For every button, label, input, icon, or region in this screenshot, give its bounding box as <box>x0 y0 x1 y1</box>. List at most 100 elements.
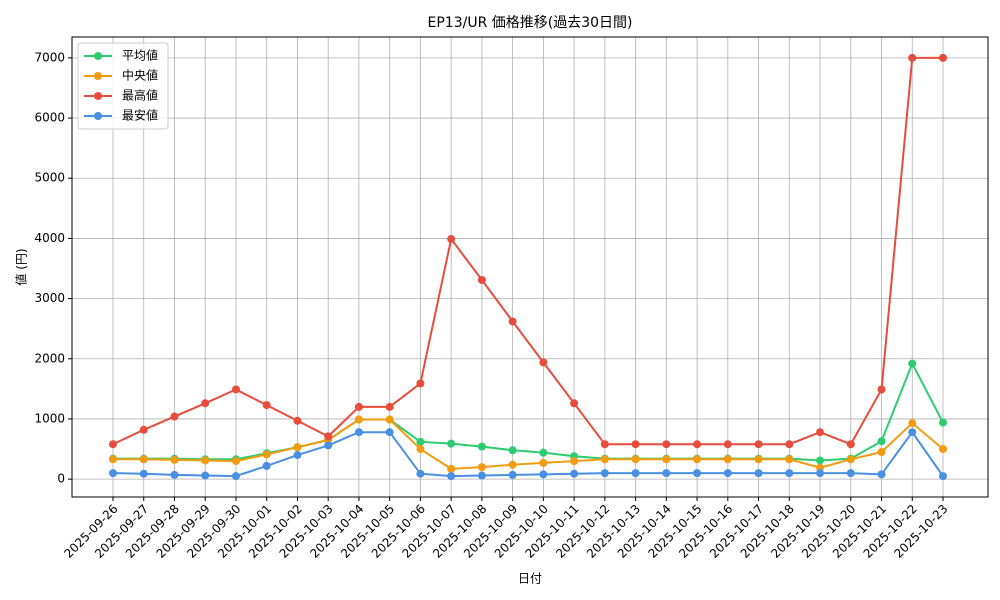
legend-marker <box>94 72 102 80</box>
data-point <box>846 440 855 449</box>
data-point <box>262 450 271 459</box>
data-point <box>662 469 671 478</box>
data-point <box>508 470 517 479</box>
y-tick-label: 0 <box>57 472 65 486</box>
data-point <box>939 53 947 62</box>
data-point <box>262 461 271 470</box>
data-point <box>877 437 886 446</box>
data-point <box>908 428 917 437</box>
data-point <box>723 455 732 464</box>
data-point <box>139 425 148 434</box>
data-point <box>785 455 794 464</box>
legend-marker <box>94 52 102 60</box>
series-line <box>113 361 944 462</box>
data-point <box>139 469 148 478</box>
data-point <box>385 415 394 424</box>
data-point <box>416 469 425 478</box>
data-point <box>570 399 579 408</box>
data-point <box>293 451 302 460</box>
data-point <box>231 457 240 466</box>
y-tick-label: 6000 <box>34 111 65 125</box>
data-point <box>693 469 702 478</box>
series-line <box>112 430 944 478</box>
data-point <box>570 457 579 466</box>
data-point <box>477 275 486 284</box>
legend-marker <box>94 112 102 120</box>
data-point <box>631 455 640 464</box>
plot-frame <box>71 36 989 498</box>
data-point <box>447 472 456 481</box>
data-point <box>877 448 886 457</box>
data-point <box>723 440 732 449</box>
data-point <box>385 428 394 437</box>
data-point <box>939 445 947 454</box>
data-point <box>570 469 579 478</box>
data-point <box>354 402 363 411</box>
data-point <box>508 317 517 326</box>
data-point <box>539 470 548 479</box>
data-point <box>662 455 671 464</box>
data-point <box>447 439 456 448</box>
data-point <box>109 455 117 464</box>
data-point <box>477 471 486 480</box>
data-point <box>201 399 210 408</box>
data-point <box>785 469 794 478</box>
y-tick-label: 1000 <box>34 411 65 425</box>
data-point <box>816 469 825 478</box>
data-point <box>508 460 517 469</box>
data-point <box>354 428 363 437</box>
data-point <box>416 379 425 388</box>
legend-box <box>77 42 169 130</box>
data-point <box>693 440 702 449</box>
data-point <box>447 464 456 473</box>
data-point <box>600 440 609 449</box>
y-tick-label: 3000 <box>34 291 65 305</box>
data-point <box>324 441 333 450</box>
series-line <box>112 56 943 446</box>
data-point <box>416 437 425 446</box>
data-point <box>262 401 271 410</box>
data-point <box>539 448 548 457</box>
data-point <box>508 446 517 455</box>
data-point <box>816 428 825 437</box>
y-tick-label: 2000 <box>34 351 65 365</box>
data-point <box>324 432 333 441</box>
x-axis-label: 日付 <box>518 572 542 586</box>
data-point <box>908 419 917 428</box>
series-line <box>113 418 944 470</box>
data-point <box>600 455 609 464</box>
data-point <box>231 472 240 481</box>
data-point <box>631 440 640 449</box>
data-point <box>539 458 548 467</box>
data-point <box>477 442 486 451</box>
data-point <box>908 359 917 368</box>
data-point <box>846 469 855 478</box>
legend-label: 中央値 <box>122 68 158 83</box>
data-point <box>109 440 117 449</box>
data-point <box>754 440 763 449</box>
data-point <box>600 469 609 478</box>
data-point <box>846 455 855 464</box>
legend-label: 平均値 <box>122 48 158 63</box>
data-point <box>877 470 886 479</box>
legend-label: 最安値 <box>122 108 158 123</box>
data-point <box>139 455 148 464</box>
data-point <box>816 456 825 465</box>
data-point <box>109 469 117 478</box>
data-point <box>447 235 456 244</box>
data-point <box>416 445 425 454</box>
data-point <box>939 472 947 481</box>
y-axis-label: 値 (円) <box>14 248 29 285</box>
data-point <box>293 416 302 425</box>
data-point <box>754 469 763 478</box>
data-point <box>354 415 363 424</box>
data-point <box>539 358 548 367</box>
data-point <box>201 456 210 465</box>
y-tick-label: 7000 <box>34 50 65 64</box>
data-point <box>231 385 240 394</box>
data-point <box>201 471 210 480</box>
data-point <box>877 385 886 394</box>
data-point <box>785 440 794 449</box>
legend-marker <box>94 92 102 100</box>
legend-label: 最高値 <box>122 88 158 103</box>
